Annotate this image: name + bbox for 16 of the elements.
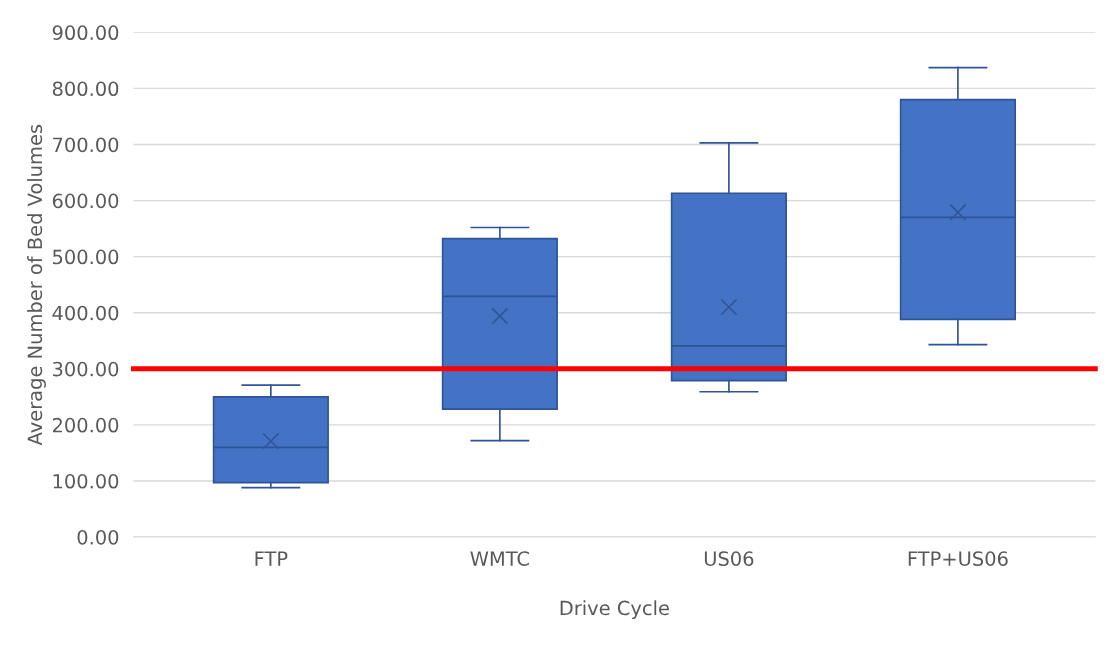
y-tick-label: 800.00 <box>52 81 119 97</box>
y-tick-label: 100.00 <box>53 473 119 489</box>
y-axis-title: Average Number of Bed Volumes <box>27 124 46 446</box>
x-tick-label: FTP+US06 <box>908 551 1008 566</box>
y-tick-label: 0.00 <box>77 529 119 545</box>
y-tick-label: 300.00 <box>53 361 119 377</box>
x-axis-title: Drive Cycle <box>560 600 669 620</box>
y-tick-label: 400.00 <box>52 305 119 321</box>
x-tick-label: WMTC <box>470 551 529 566</box>
x-tick-label: FTP <box>255 551 288 566</box>
x-tick-label: US06 <box>704 551 754 566</box>
y-tick-label: 600.00 <box>52 193 119 209</box>
y-tick-label: 200.00 <box>52 417 119 433</box>
y-tick-label: 500.00 <box>53 249 119 265</box>
y-tick-label: 700.00 <box>53 137 119 153</box>
y-tick-label: 900.00 <box>52 25 119 41</box>
